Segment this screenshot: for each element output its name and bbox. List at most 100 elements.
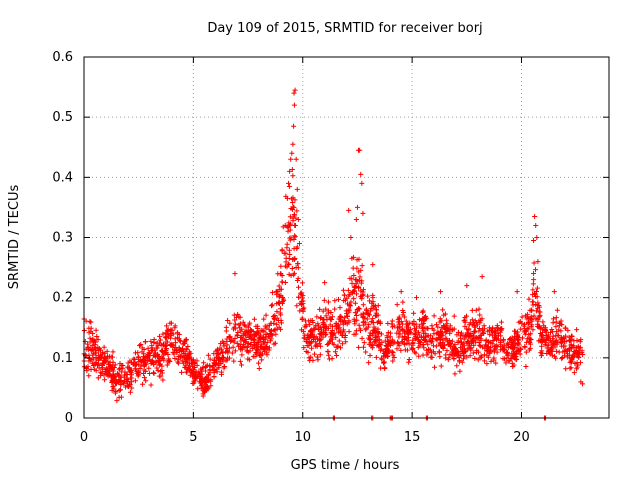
data-point (369, 345, 375, 351)
data-point (491, 349, 497, 355)
y-axis-label: SRMTID / TECUs (7, 185, 22, 290)
data-point (311, 326, 317, 332)
data-point (357, 326, 363, 332)
data-point (354, 204, 360, 210)
data-point (90, 336, 96, 342)
data-point (215, 346, 221, 352)
data-point (137, 343, 143, 349)
data-point (341, 318, 347, 324)
data-point (224, 336, 230, 342)
data-point (278, 263, 284, 269)
data-point (268, 328, 274, 334)
data-point (262, 336, 268, 342)
data-point (400, 327, 406, 333)
data-point (484, 352, 490, 358)
data-point (162, 335, 168, 341)
data-point (477, 343, 483, 349)
data-point (529, 299, 535, 305)
data-point (336, 296, 342, 302)
data-point (564, 354, 570, 360)
data-point (240, 331, 246, 337)
chart-title: Day 109 of 2015, SRMTID for receiver bor… (207, 21, 482, 36)
data-point (93, 355, 99, 361)
data-point (289, 150, 295, 156)
data-point (416, 353, 422, 359)
data-point (247, 357, 253, 363)
data-point (530, 327, 536, 333)
data-point (457, 345, 463, 351)
data-point (563, 366, 569, 372)
data-point (271, 328, 277, 334)
data-point (337, 316, 343, 322)
data-point (429, 323, 435, 329)
data-point (148, 338, 154, 344)
data-point (239, 352, 245, 358)
data-point (541, 323, 547, 329)
data-point (205, 386, 211, 392)
data-point (547, 351, 553, 357)
data-point (225, 318, 231, 324)
data-point (109, 380, 115, 386)
data-point (469, 307, 475, 313)
data-point (348, 299, 354, 305)
data-point (329, 314, 335, 320)
data-point (93, 350, 99, 356)
data-point (569, 344, 575, 350)
data-point (432, 364, 438, 370)
data-point (567, 365, 573, 371)
data-point (539, 338, 545, 344)
data-point (353, 216, 359, 222)
data-point (322, 280, 328, 286)
data-point (298, 291, 304, 297)
data-point (175, 357, 181, 363)
data-point (286, 180, 292, 186)
data-point (356, 344, 362, 350)
data-point (461, 342, 467, 348)
data-point (326, 341, 332, 347)
data-point (245, 324, 251, 330)
data-point (132, 356, 138, 362)
data-point (86, 325, 92, 331)
data-point (431, 349, 437, 355)
data-point (469, 317, 475, 323)
data-point (157, 361, 163, 367)
data-point (101, 344, 107, 350)
data-point (346, 329, 352, 335)
data-point (415, 344, 421, 350)
data-point (348, 235, 354, 240)
data-point (468, 345, 474, 351)
data-point (478, 332, 484, 338)
data-point (223, 357, 229, 363)
data-point (533, 267, 539, 273)
data-point (475, 349, 481, 355)
data-point (539, 343, 545, 349)
data-point (416, 332, 422, 338)
data-point (396, 314, 402, 320)
data-point (294, 303, 300, 309)
data-point (279, 272, 285, 278)
data-point (315, 357, 321, 363)
data-point (308, 318, 314, 324)
data-point (254, 329, 260, 335)
data-point (460, 351, 466, 357)
data-point (88, 357, 94, 363)
data-point (329, 324, 335, 330)
data-point (574, 360, 580, 366)
data-point (442, 311, 448, 317)
data-point (279, 247, 285, 253)
data-point (453, 345, 459, 351)
data-point (506, 352, 512, 358)
data-point (381, 359, 387, 365)
data-point (143, 368, 149, 374)
data-point (149, 345, 155, 351)
data-point (213, 361, 219, 367)
data-point (224, 357, 230, 363)
data-point (551, 289, 557, 295)
data-point (167, 335, 173, 341)
data-point (312, 343, 318, 349)
data-point (465, 331, 471, 337)
data-point (442, 326, 448, 332)
data-point (572, 360, 578, 366)
data-point (201, 385, 207, 391)
data-point (190, 381, 196, 387)
